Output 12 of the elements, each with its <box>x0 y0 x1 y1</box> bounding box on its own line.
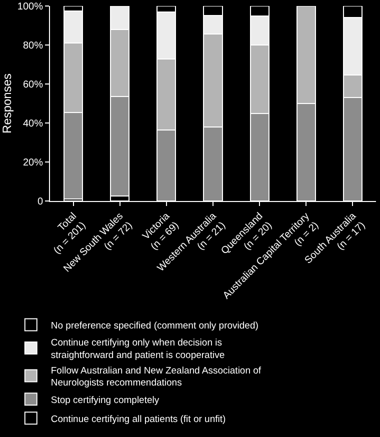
legend-label: No preference specified (comment only provided) <box>50 320 258 332</box>
legend-label: Continue certifying only when decision is straightforward and patient is cooperative <box>50 338 225 361</box>
y-tick-label: 100% <box>17 2 44 12</box>
legend-label: Continue certifying all patients (fit or unfit) <box>50 414 226 425</box>
legend-label: Follow Australian and New Zealand Association of Neurologists recommendations <box>50 365 262 389</box>
y-axis-title: Responses <box>0 73 14 134</box>
y-tick-label: 80% <box>22 40 44 52</box>
y-tick-label: 60% <box>22 80 44 90</box>
y-tick-label: 40% <box>22 118 44 130</box>
y-tick-label: 20% <box>22 158 44 168</box>
y-tick-label: 0 <box>37 196 44 208</box>
legend-label: Stop certifying completely <box>50 394 160 406</box>
